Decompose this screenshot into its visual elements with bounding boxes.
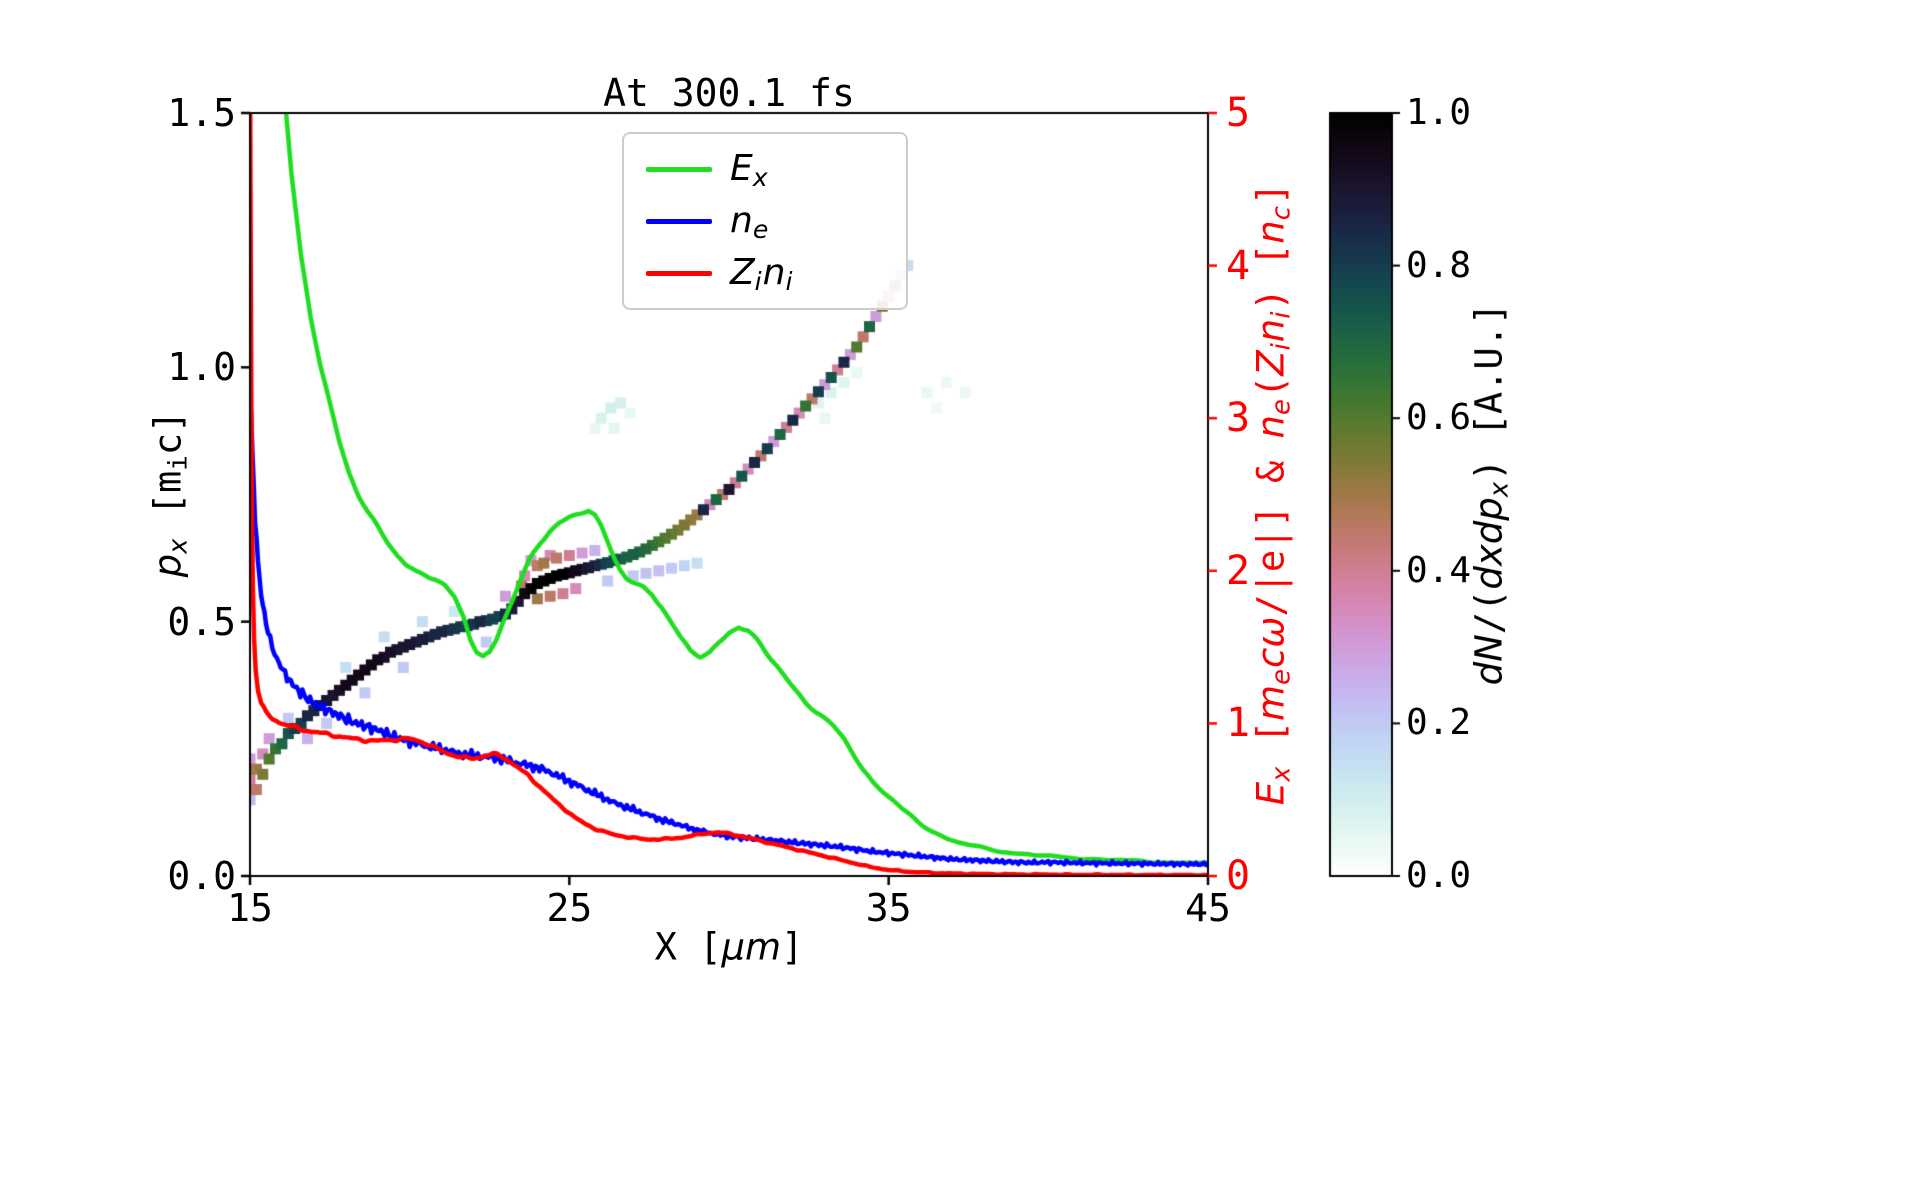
label-segment: ) [ — [1249, 243, 1293, 311]
legend-item-Ex: Ex — [646, 146, 884, 192]
label-segment: i — [754, 267, 762, 297]
label-segment: x — [1484, 481, 1515, 498]
label-segment: X [ — [654, 925, 722, 969]
label-segment: /( — [1467, 589, 1511, 635]
y-left-tick-label: 1.5 — [167, 91, 236, 135]
legend-line-sample — [646, 218, 712, 224]
label-segment: x — [1266, 766, 1297, 782]
label-segment: n — [730, 200, 753, 241]
x-tick-label: 25 — [546, 886, 593, 930]
y-left-tick-label: 0.0 — [167, 854, 236, 898]
label-segment: ] — [1249, 182, 1293, 206]
legend-label: ne — [730, 200, 769, 243]
y-axis-left-label: px [mic] — [146, 410, 194, 578]
label-segment: dN — [1467, 634, 1511, 686]
y-right-tick-label: 3 — [1226, 395, 1251, 442]
label-segment: i — [1266, 311, 1297, 319]
legend-label: Zini — [730, 252, 794, 295]
legend-box: Ex ne Zini — [622, 132, 908, 310]
x-tick-label: 35 — [865, 886, 912, 930]
label-segment: e — [752, 215, 769, 245]
label-segment: n — [1249, 414, 1293, 439]
label-segment: ] — [781, 925, 804, 969]
label-segment: Z — [1249, 350, 1293, 376]
label-segment: E — [730, 148, 753, 189]
label-segment: n — [762, 252, 786, 293]
legend-line-sample — [646, 166, 712, 172]
label-segment: cω — [1249, 616, 1293, 668]
label-segment: dxdp — [1467, 497, 1511, 590]
label-segment: c — [1266, 206, 1297, 221]
legend-line-sample — [646, 270, 712, 276]
label-segment: p — [146, 553, 190, 578]
label-segment: i — [163, 455, 194, 471]
x-tick-label: 45 — [1185, 886, 1231, 930]
colorbar-tick-label: 1.0 — [1406, 92, 1472, 133]
chart-title: At 300.1 fs — [603, 71, 855, 115]
colorbar-tick-label: 0.8 — [1406, 244, 1472, 286]
label-segment: [m — [146, 470, 190, 538]
colorbar-label: dN/(dxdpx) [A.U.] — [1467, 302, 1515, 686]
colorbar-tick-label: 0.0 — [1406, 855, 1472, 896]
y-left-tick-label: 0.5 — [167, 599, 236, 644]
label-segment: m — [1249, 684, 1293, 721]
y-axis-right-label: Ex [mecω/|e|] & ne(Zini) [nc] — [1249, 182, 1297, 806]
y-left-tick-label: 1.0 — [167, 345, 236, 390]
label-segment: [ — [1249, 720, 1293, 766]
label-segment: x — [752, 163, 768, 193]
x-axis-label: X [μm] — [655, 926, 804, 969]
label-segment: i — [1266, 343, 1297, 351]
label-segment: ) [A.U.] — [1467, 302, 1511, 481]
label-segment: x — [163, 538, 194, 554]
x-tick-label: 15 — [227, 886, 273, 930]
y-right-tick-label: 2 — [1226, 547, 1251, 594]
y-right-tick-label: 5 — [1226, 90, 1251, 136]
label-segment: Z — [730, 252, 755, 293]
label-segment: n — [1249, 318, 1293, 343]
y-right-tick-label: 4 — [1226, 242, 1251, 289]
label-segment: n — [1249, 220, 1293, 244]
y-right-tick-label: 1 — [1226, 700, 1251, 747]
legend-item-Zini: Zini — [646, 250, 884, 296]
colorbar-tick-label: 0.6 — [1406, 397, 1472, 439]
label-segment: e — [1266, 399, 1297, 415]
label-segment: E — [1249, 781, 1293, 806]
legend-label: Ex — [730, 148, 769, 191]
legend-item-ne: ne — [646, 198, 884, 244]
colorbar-tick-label: 0.4 — [1406, 549, 1472, 591]
colorbar-tick-label: 0.2 — [1406, 702, 1472, 744]
y-right-tick-label: 0 — [1226, 853, 1251, 899]
label-segment: e — [1266, 668, 1297, 685]
label-segment: μm — [721, 925, 782, 969]
label-segment: i — [785, 267, 793, 297]
label-segment: /|e|] & — [1249, 438, 1293, 617]
label-segment: ( — [1249, 375, 1293, 399]
label-segment: c] — [146, 410, 190, 456]
